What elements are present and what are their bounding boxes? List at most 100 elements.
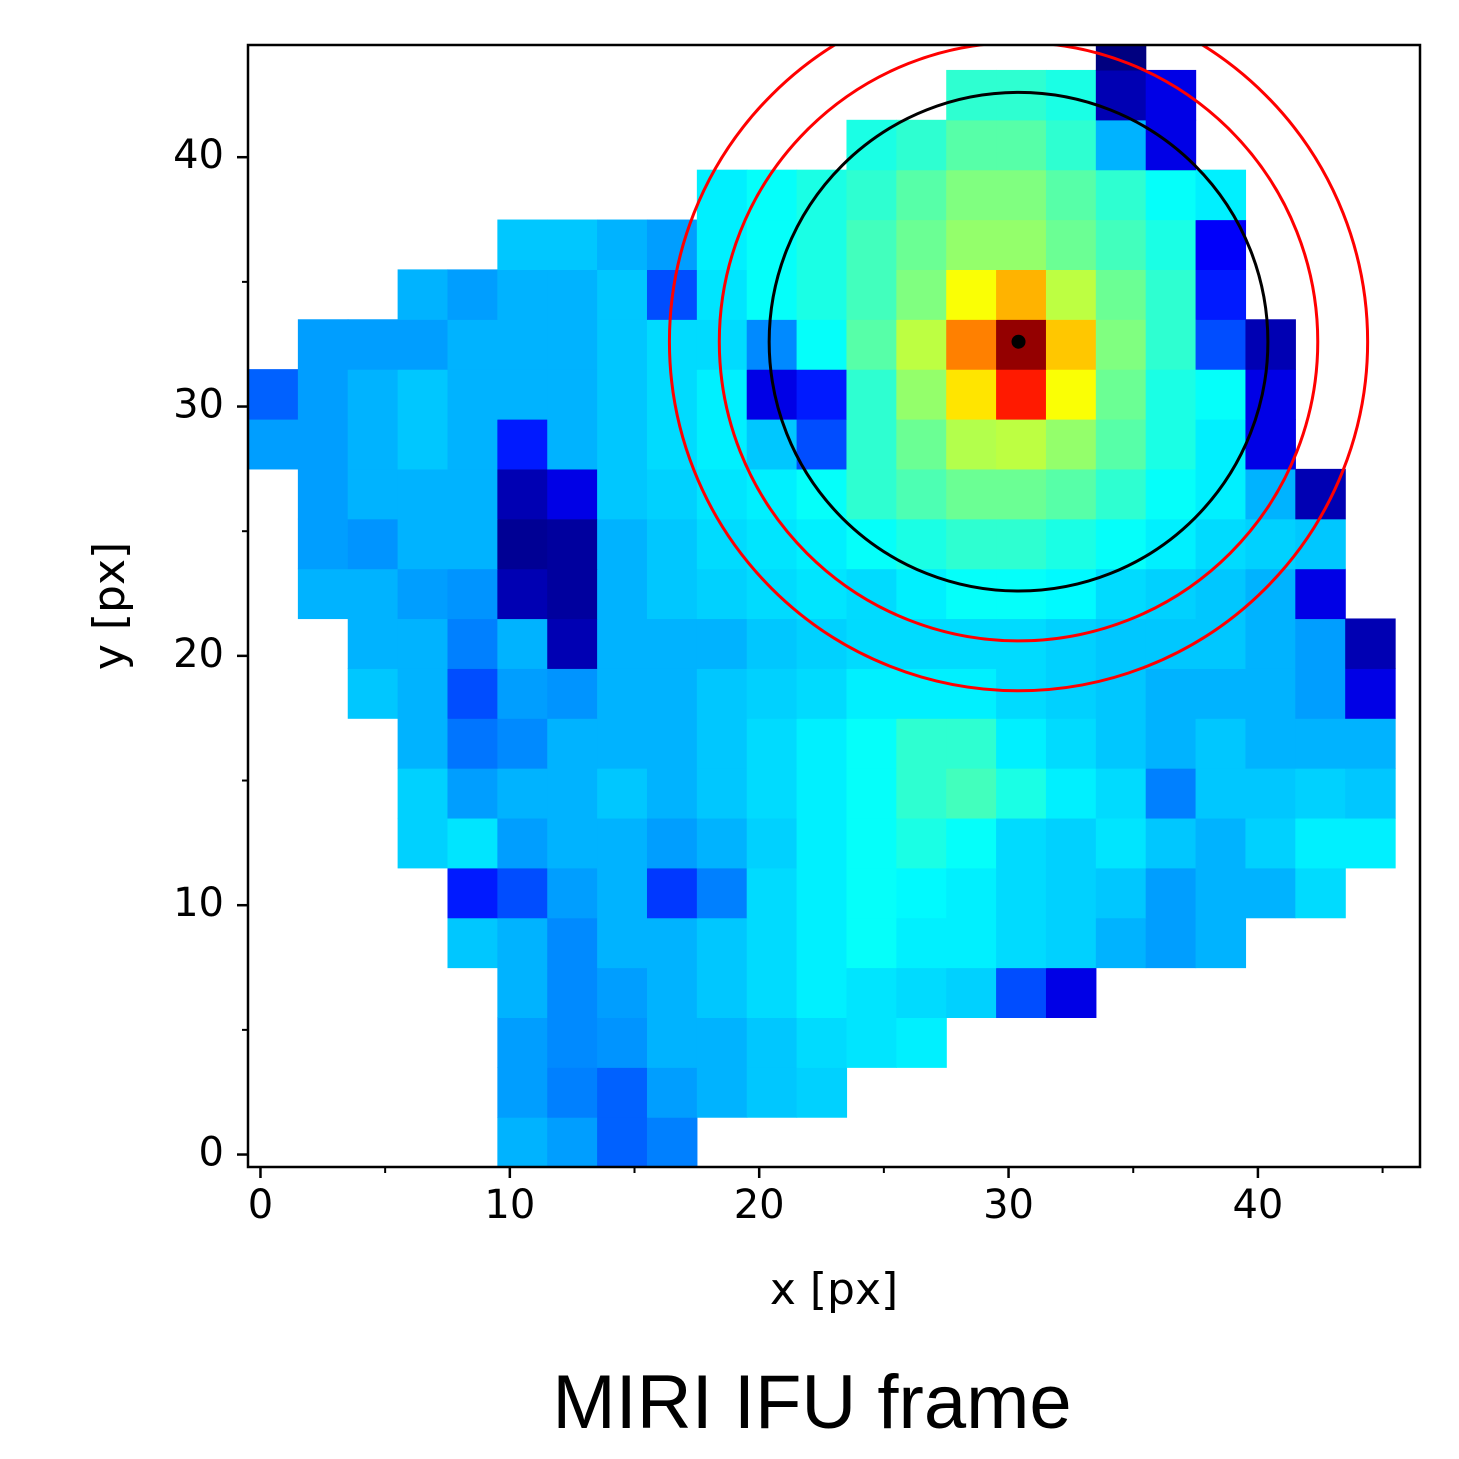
heatmap-cell <box>746 817 798 869</box>
heatmap-cell <box>1045 768 1097 819</box>
heatmap-cell <box>397 419 449 470</box>
heatmap-cell <box>796 319 848 370</box>
heatmap-cell <box>547 219 598 270</box>
heatmap-cell <box>1045 917 1097 969</box>
heatmap-cell <box>397 568 449 620</box>
heatmap-cell <box>1095 618 1147 669</box>
heatmap-cell <box>746 568 798 620</box>
heatmap-cell <box>1245 768 1296 819</box>
heatmap-cell <box>497 668 548 719</box>
chart-title: MIRI IFU frame <box>552 1360 1071 1445</box>
heatmap-cell <box>597 967 648 1018</box>
y-tick-label: 40 <box>173 132 224 178</box>
heatmap-cell <box>896 219 947 270</box>
heatmap-cell <box>896 768 947 819</box>
heatmap-cell <box>646 468 698 520</box>
heatmap-cell <box>547 817 598 869</box>
heatmap-cell <box>1145 468 1197 520</box>
heatmap-cell <box>597 718 648 769</box>
heatmap-cell <box>497 1017 548 1068</box>
heatmap-cell <box>397 369 449 420</box>
heatmap-cell <box>1045 867 1097 919</box>
heatmap-cell <box>896 468 947 520</box>
heatmap-cell <box>597 817 648 869</box>
heatmap-cell <box>646 1067 698 1118</box>
heatmap-cell <box>1195 917 1247 969</box>
heatmap-cell <box>497 219 548 270</box>
heatmap-cell <box>597 568 648 620</box>
heatmap-cell <box>1095 369 1147 420</box>
heatmap-cell <box>846 917 897 969</box>
heatmap-cell <box>746 718 798 769</box>
heatmap-cell <box>597 668 648 719</box>
heatmap-cell <box>896 169 947 221</box>
heatmap-cell <box>397 817 449 869</box>
heatmap-cell <box>746 1017 798 1068</box>
heatmap-cell <box>248 369 299 420</box>
heatmap-cell <box>1145 369 1197 420</box>
heatmap-cell <box>1295 817 1346 869</box>
x-tick-label: 40 <box>1232 1182 1283 1228</box>
heatmap-cell <box>1295 468 1346 520</box>
heatmap-cell <box>846 169 897 221</box>
heatmap-cell <box>796 518 848 570</box>
heatmap-cell <box>297 468 349 520</box>
heatmap-cell <box>497 319 548 370</box>
heatmap <box>248 45 1396 1167</box>
heatmap-cell <box>846 668 897 719</box>
heatmap-cell <box>896 518 947 570</box>
heatmap-cell <box>597 419 648 470</box>
heatmap-cell <box>646 817 698 869</box>
heatmap-cell <box>497 967 548 1018</box>
heatmap-cell <box>1195 718 1247 769</box>
heatmap-cell <box>1145 419 1197 470</box>
heatmap-cell <box>497 817 548 869</box>
heatmap-cell <box>1195 768 1247 819</box>
heatmap-cell <box>547 568 598 620</box>
heatmap-cell <box>1045 568 1097 620</box>
heatmap-cell <box>1095 718 1147 769</box>
heatmap-cell <box>297 369 349 420</box>
heatmap-cell <box>497 568 548 620</box>
heatmap-cell <box>796 219 848 270</box>
overlay <box>668 45 1370 693</box>
heatmap-cell <box>946 568 997 620</box>
heatmap-cell <box>796 817 848 869</box>
heatmap-cell <box>1045 668 1097 719</box>
heatmap-cell <box>1145 917 1197 969</box>
heatmap-cell <box>397 468 449 520</box>
heatmap-cell <box>497 867 548 919</box>
x-tick-label: 20 <box>734 1182 785 1228</box>
heatmap-cell <box>846 768 897 819</box>
plot-frame <box>246 43 1422 1169</box>
heatmap-cell <box>896 867 947 919</box>
heatmap-cell <box>497 618 548 669</box>
heatmap-cell <box>1095 917 1147 969</box>
heatmap-cell <box>547 917 598 969</box>
heatmap-cell <box>1045 967 1097 1018</box>
heatmap-cell <box>1095 119 1147 171</box>
heatmap-cell <box>946 917 997 969</box>
heatmap-cell <box>1195 668 1247 719</box>
heatmap-cell <box>1145 568 1197 620</box>
heatmap-cell <box>646 1117 698 1167</box>
heatmap-cell <box>547 668 598 719</box>
heatmap-cell <box>597 867 648 919</box>
heatmap-cell <box>646 1017 698 1068</box>
x-axis-label: x [px] <box>770 1264 898 1315</box>
heatmap-cell <box>497 1067 548 1118</box>
heatmap-cell <box>846 718 897 769</box>
heatmap-cell <box>1145 817 1197 869</box>
heatmap-cell <box>1045 618 1097 669</box>
heatmap-cell <box>1195 219 1247 270</box>
heatmap-cell <box>1095 419 1147 470</box>
heatmap-cell <box>597 369 648 420</box>
heatmap-cell <box>347 369 399 420</box>
heatmap-cell <box>1245 817 1296 869</box>
heatmap-cell <box>497 718 548 769</box>
heatmap-cell <box>248 419 299 470</box>
heatmap-cell <box>547 319 598 370</box>
heatmap-cell <box>597 219 648 270</box>
heatmap-cell <box>1145 169 1197 221</box>
heatmap-cell <box>796 867 848 919</box>
